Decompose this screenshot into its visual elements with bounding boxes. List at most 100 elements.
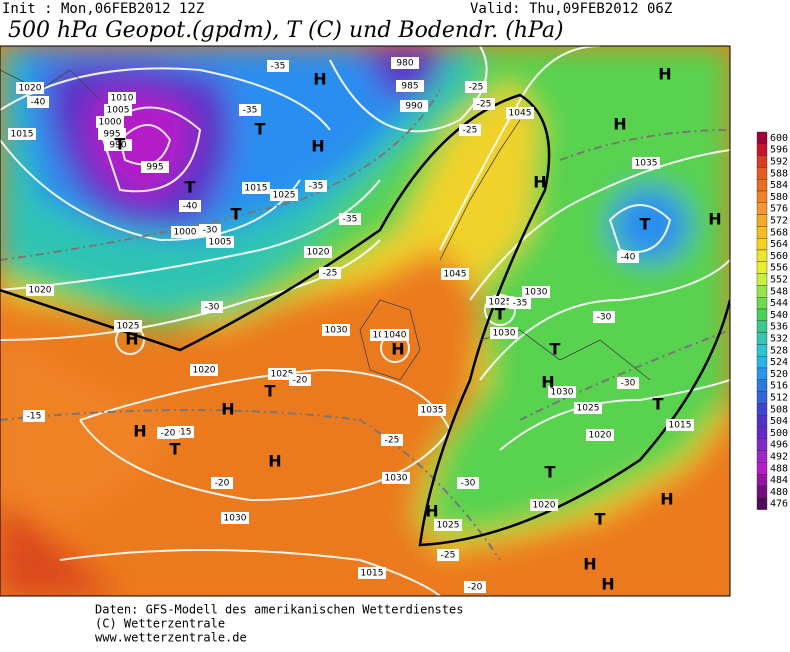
colorbar-swatch (756, 450, 768, 463)
temp-label-box (27, 96, 49, 108)
temp-label-box (319, 267, 341, 279)
isobar-label: 985 (401, 82, 418, 92)
colorbar-swatch (756, 261, 768, 274)
isobar-label: 1020 (29, 286, 52, 296)
isobar-label: 1025 (577, 404, 600, 414)
isobar-label-box (548, 386, 576, 398)
isobar-label-box (221, 512, 249, 524)
colorbar-label: 580 (770, 192, 788, 203)
isobar-label: 1030 (325, 326, 348, 336)
pressure-center: H (533, 173, 546, 192)
isobar-label: 980 (396, 59, 413, 69)
isobar-label: 990 (109, 141, 126, 151)
isobar-label: 1045 (444, 270, 467, 280)
isobar-label: 1030 (525, 288, 548, 298)
temperature-label: -35 (343, 215, 358, 225)
map-frame (0, 45, 731, 597)
pressure-center: H (708, 210, 721, 229)
isobar-label: 1030 (551, 388, 574, 398)
colorbar-label: 492 (770, 452, 788, 463)
isobar-label: 1000 (174, 228, 197, 238)
isobar-label-box (522, 286, 550, 298)
colorbar-swatch (756, 391, 768, 404)
colorbar-label: 588 (770, 168, 788, 179)
colorbar-swatch (756, 485, 768, 499)
colorbar-swatch (756, 497, 768, 510)
temperature-label: -25 (385, 436, 400, 446)
colorbar-label: 596 (770, 145, 788, 156)
isobar-label: 1020 (589, 431, 612, 441)
colorbar-label: 564 (770, 239, 788, 250)
temperature-label: -25 (441, 551, 456, 561)
colorbar-swatch (756, 202, 768, 215)
temp-label-box (339, 213, 361, 225)
colorbar-swatch (756, 178, 768, 192)
isobar-label: 990 (405, 102, 422, 112)
temp-label-box (179, 200, 201, 212)
isobar-label: 1015 (11, 130, 34, 140)
colorbar-label: 540 (770, 310, 788, 321)
pressure-center: T (550, 340, 561, 359)
colorbar-label: 572 (770, 216, 788, 227)
pressure-center: H (221, 400, 234, 419)
pressure-center: H (601, 575, 614, 594)
pressure-center: H (425, 502, 438, 521)
temperature-label: -25 (469, 83, 484, 93)
temp-label-box (617, 251, 639, 263)
temp-label-box (211, 477, 233, 489)
colorbar-swatch (756, 320, 768, 333)
temperature-label: -35 (309, 182, 324, 192)
isobar-label-box (382, 472, 410, 484)
colorbar-swatch (756, 285, 768, 298)
isobar-label-box (490, 327, 518, 339)
temp-label-box (437, 549, 459, 561)
colorbar-label: 504 (770, 416, 788, 427)
isobar-label-box (441, 268, 469, 280)
isobar-label-box (391, 57, 419, 69)
colorbar-label: 484 (770, 475, 788, 486)
isobar-label: 1015 (169, 428, 192, 438)
isobar-label-box (104, 104, 132, 116)
temperature-label: -40 (183, 202, 198, 212)
isobar-label: 1045 (509, 109, 532, 119)
isobar-label: 1030 (224, 514, 247, 524)
colorbar-label: 536 (770, 322, 788, 333)
pressure-center: T (495, 305, 506, 324)
temperature-label: -25 (477, 100, 492, 110)
colorbar-label: 556 (770, 263, 788, 274)
temperature-label: -25 (463, 126, 478, 136)
colorbar-label: 544 (770, 298, 788, 309)
isobar-label-box (434, 519, 462, 531)
isobar-label: 1025 (489, 298, 512, 308)
colorbar-swatch (756, 438, 768, 451)
temperature-label: -20 (468, 583, 483, 593)
colorbar-swatch (756, 356, 768, 369)
isobar-label: 1035 (635, 159, 658, 169)
temp-label-box (239, 104, 261, 116)
temp-label-box (199, 224, 221, 236)
pressure-center: T (255, 120, 266, 139)
isobar-label-box (190, 364, 218, 376)
isobar-label-box (270, 189, 298, 201)
temp-label-box (157, 427, 179, 439)
isobar-label: 1025 (117, 322, 140, 332)
pressure-center: H (125, 330, 138, 349)
isobar-label: 1005 (107, 106, 130, 116)
colorbar-label: 476 (770, 499, 788, 510)
isobar-label: 1025 (437, 521, 460, 531)
colorbar-label: 516 (770, 381, 788, 392)
colorbar-swatch (756, 190, 768, 204)
isobar-label-box (322, 324, 350, 336)
isobar-label-box (358, 567, 386, 579)
temperature-label: -30 (205, 303, 220, 313)
isobar-label-box (114, 320, 142, 332)
temperature-label: -20 (215, 479, 230, 489)
colorbar-label: 520 (770, 369, 788, 380)
colorbar-swatch (756, 332, 768, 345)
pressure-center: H (311, 137, 324, 156)
colorbar-label: 552 (770, 275, 788, 286)
isobar-label-box (418, 404, 446, 416)
temp-label-box (289, 374, 311, 386)
colorbar-label: 524 (770, 357, 788, 368)
